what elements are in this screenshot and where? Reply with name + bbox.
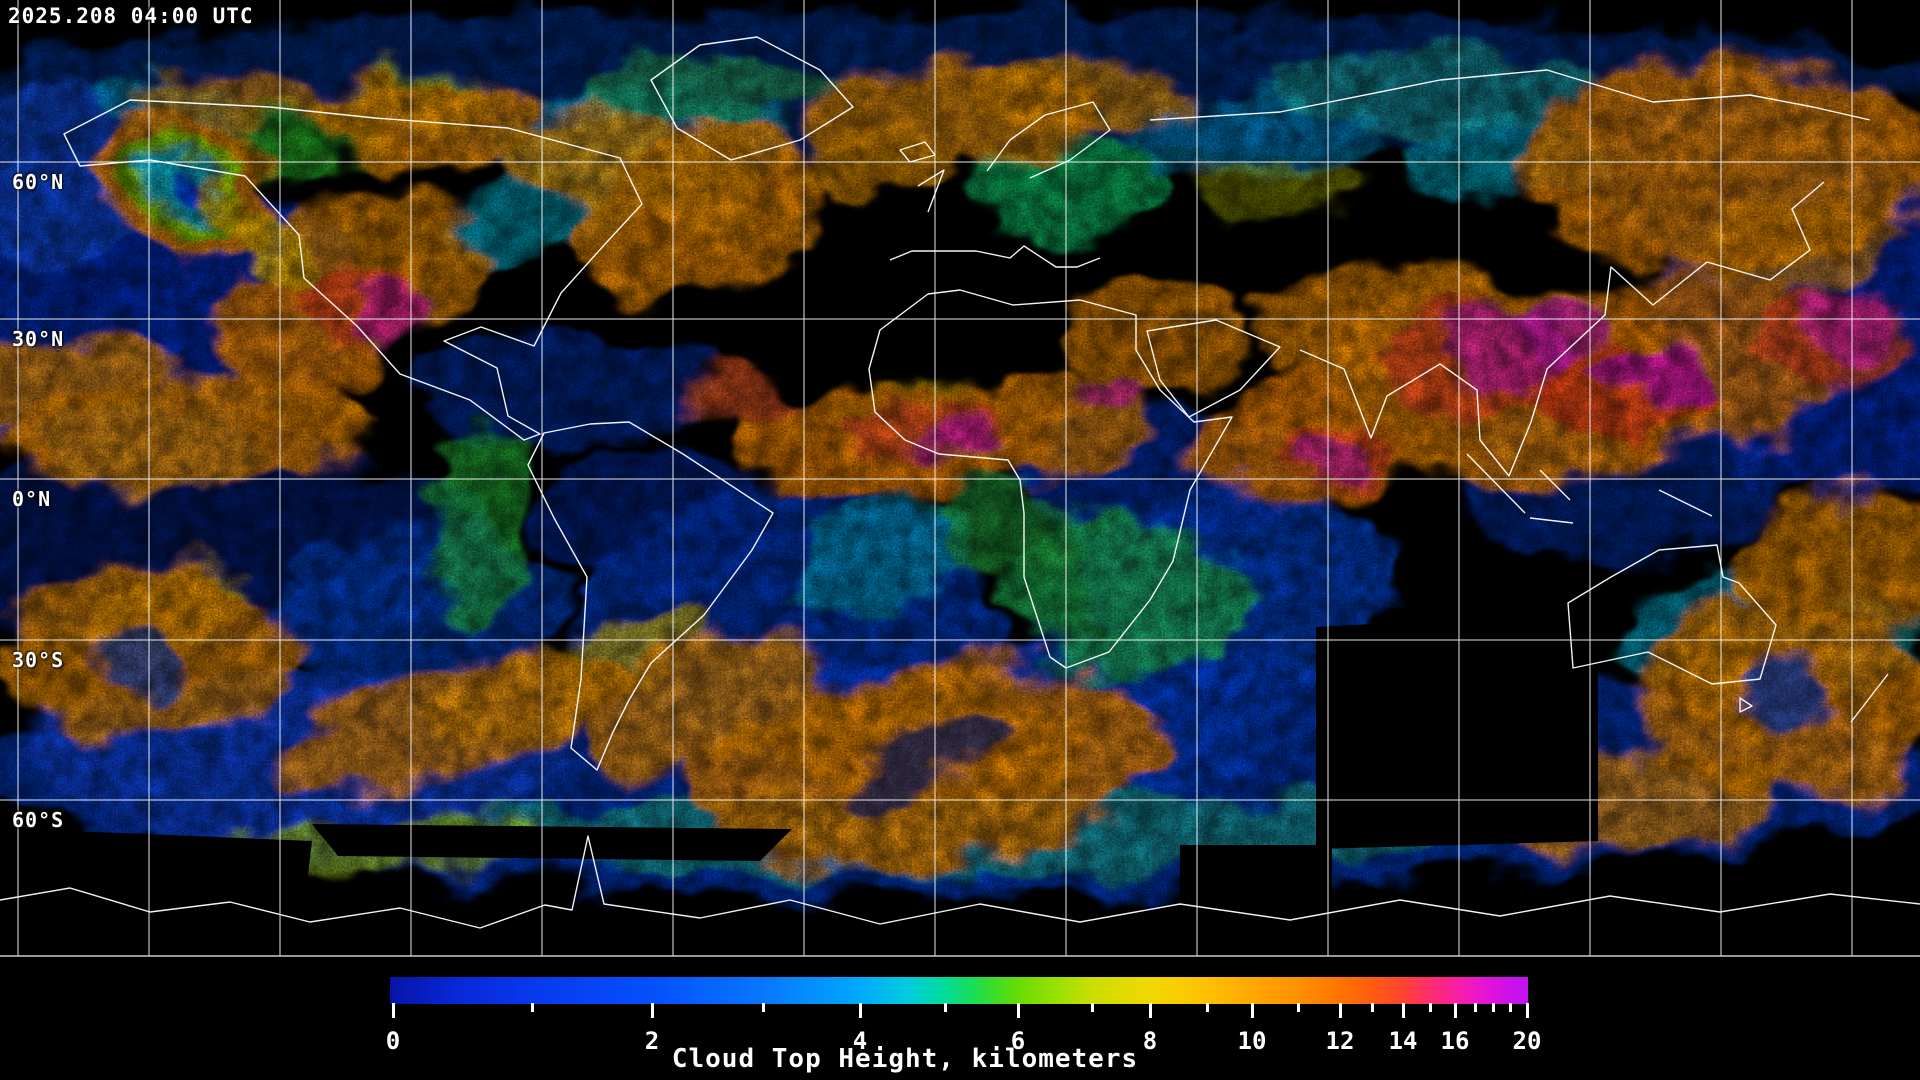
coastline bbox=[1466, 453, 1713, 524]
colorbar-tick-label: 14 bbox=[1388, 1027, 1418, 1055]
colorbar-major-tick bbox=[1339, 1003, 1342, 1018]
map-svg bbox=[0, 0, 1920, 962]
nodata-layer bbox=[0, 612, 1598, 962]
colorbar-minor-tick bbox=[944, 1003, 947, 1012]
colorbar-minor-tick bbox=[1371, 1003, 1374, 1012]
colorbar-tick-label: 6 bbox=[1010, 1027, 1026, 1055]
map-container: 2025.208 04:00 UTC 60°N 30°N 0°N 30°S 60°S bbox=[0, 0, 1920, 962]
colorbar-minor-tick bbox=[1474, 1003, 1477, 1012]
colorbar-major-tick bbox=[1017, 1003, 1020, 1018]
colorbar-minor-tick bbox=[1492, 1003, 1495, 1012]
colorbar-minor-tick bbox=[1297, 1003, 1300, 1012]
colorbar-tick-label: 12 bbox=[1325, 1027, 1355, 1055]
colorbar-major-tick bbox=[1149, 1003, 1152, 1018]
coastline bbox=[650, 36, 854, 161]
coastline bbox=[868, 289, 1233, 669]
colorbar-minor-tick bbox=[1509, 1003, 1512, 1012]
coastline bbox=[63, 99, 643, 441]
coastline bbox=[1299, 181, 1825, 477]
colorbar-major-tick bbox=[651, 1003, 654, 1018]
colorbar-tick-label: 2 bbox=[644, 1027, 660, 1055]
latitude-label: 60°N bbox=[12, 170, 65, 194]
coastline bbox=[1146, 319, 1281, 418]
colorbar-major-tick bbox=[859, 1003, 862, 1018]
colorbar-tick-label: 10 bbox=[1237, 1027, 1267, 1055]
coastline bbox=[889, 245, 1101, 268]
latitude-label: 60°S bbox=[12, 808, 65, 832]
nodata-region bbox=[0, 828, 312, 962]
colorbar-minor-tick bbox=[531, 1003, 534, 1012]
colorbar-major-tick bbox=[1251, 1003, 1254, 1018]
coastline bbox=[0, 835, 1920, 929]
coastline bbox=[1567, 544, 1777, 685]
colorbar-tick-label: 0 bbox=[385, 1027, 401, 1055]
colorbar-minor-tick bbox=[762, 1003, 765, 1012]
latitude-label: 0°N bbox=[12, 487, 52, 511]
colorbar-gradient bbox=[390, 977, 1528, 1004]
coastline bbox=[1149, 69, 1871, 121]
colorbar-tick-label: 20 bbox=[1512, 1027, 1542, 1055]
colorbar-minor-tick bbox=[1091, 1003, 1094, 1012]
colorbar-title: Cloud Top Height, kilometers bbox=[671, 1044, 1139, 1074]
colorbar-major-tick bbox=[1526, 1003, 1529, 1018]
coastline bbox=[527, 421, 774, 771]
coastline bbox=[917, 169, 945, 213]
colorbar-tick-label: 4 bbox=[852, 1027, 868, 1055]
coastlines-layer bbox=[0, 36, 1920, 929]
nodata-region bbox=[1180, 845, 1332, 962]
coastline bbox=[986, 101, 1111, 179]
colorbar-tick-label: 16 bbox=[1440, 1027, 1470, 1055]
latitude-label: 30°N bbox=[12, 327, 65, 351]
coastline bbox=[1739, 697, 1753, 713]
colorbar-major-tick bbox=[1402, 1003, 1405, 1018]
gridlines-layer bbox=[0, 0, 1920, 956]
nodata-region bbox=[1316, 612, 1598, 849]
colorbar-minor-tick bbox=[1206, 1003, 1209, 1012]
colorbar-major-tick bbox=[392, 1003, 395, 1018]
coastline bbox=[1850, 673, 1889, 723]
nodata-region bbox=[312, 824, 792, 861]
timestamp-label: 2025.208 04:00 UTC bbox=[8, 4, 254, 28]
colorbar-minor-tick bbox=[1429, 1003, 1432, 1012]
cloud-texture-fine bbox=[0, 0, 1920, 962]
latitude-label: 30°S bbox=[12, 648, 65, 672]
colorbar-major-tick bbox=[1454, 1003, 1457, 1018]
colorbar-tick-label: 8 bbox=[1142, 1027, 1158, 1055]
